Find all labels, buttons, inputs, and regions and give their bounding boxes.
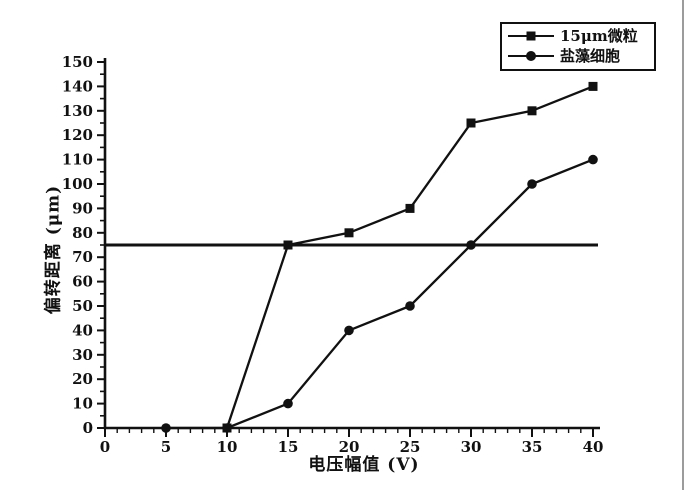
x-tick-label: 5 [161, 438, 171, 456]
circle-data-marker [405, 301, 415, 311]
y-tick-label: 150 [62, 53, 93, 71]
y-tick-label: 120 [62, 126, 93, 144]
legend-line-sample [508, 31, 554, 41]
circle-marker-icon [526, 50, 536, 61]
x-tick-label: 30 [461, 438, 482, 456]
legend-item-cells: 盐藻细胞 [508, 46, 650, 66]
x-tick-label: 40 [583, 438, 604, 456]
square-data-marker [466, 118, 476, 128]
y-tick-label: 90 [72, 199, 93, 217]
y-tick-label: 140 [62, 77, 93, 95]
square-data-marker [405, 203, 415, 213]
series-line-0 [225, 85, 594, 429]
circle-data-marker [527, 179, 537, 189]
y-tick-label: 70 [72, 248, 93, 266]
y-tick-label: 100 [62, 175, 93, 193]
circle-data-marker [344, 325, 354, 336]
y-tick-label: 0 [83, 419, 93, 437]
x-tick-label: 25 [400, 438, 421, 456]
axes-group [97, 58, 600, 437]
legend-line-sample [508, 50, 554, 61]
y-tick-label: 40 [72, 321, 93, 339]
x-tick-label: 15 [278, 438, 299, 456]
legend-label-cells: 盐藻细胞 [560, 47, 621, 65]
circle-data-marker [283, 398, 293, 409]
y-tick-label: 30 [72, 346, 93, 364]
square-data-marker [527, 106, 537, 116]
y-tick-label: 60 [72, 273, 93, 291]
circle-data-marker [161, 423, 171, 433]
x-tick-label: 10 [217, 438, 238, 456]
x-axis-title: 电压幅值 (V) [308, 455, 420, 475]
circle-data-marker [222, 423, 232, 433]
circle-data-marker [588, 154, 598, 165]
legend-item-particles: 15μm微粒 [508, 26, 650, 46]
series-line-1 [166, 158, 594, 430]
y-tick-label: 50 [72, 297, 93, 315]
scan-edge-line-right [682, 0, 684, 490]
series-group [161, 81, 598, 433]
x-tick-label: 0 [100, 438, 110, 456]
y-tick-label: 110 [62, 151, 93, 169]
square-data-marker [283, 240, 293, 250]
square-data-marker [588, 81, 598, 91]
legend: 15μm微粒 盐藻细胞 [500, 22, 656, 71]
axis-lines [103, 58, 600, 430]
square-marker-icon [526, 31, 536, 41]
y-tick-label: 130 [62, 102, 93, 120]
y-tick-label: 80 [72, 224, 93, 242]
y-tick-label: 20 [72, 370, 93, 388]
x-tick-label: 35 [522, 438, 543, 456]
square-data-marker [344, 228, 354, 238]
legend-label-particles: 15μm微粒 [560, 27, 638, 45]
y-tick-label: 10 [72, 395, 93, 413]
circle-data-marker [466, 240, 476, 250]
y-axis-title: 偏转距离 (μm) [43, 184, 64, 315]
x-tick-label: 20 [339, 438, 360, 456]
tick-labels-group: 0 10 20 30 40 50 60 70 80 90 100 110 120 130 140 150 0 5 1… [62, 53, 604, 456]
